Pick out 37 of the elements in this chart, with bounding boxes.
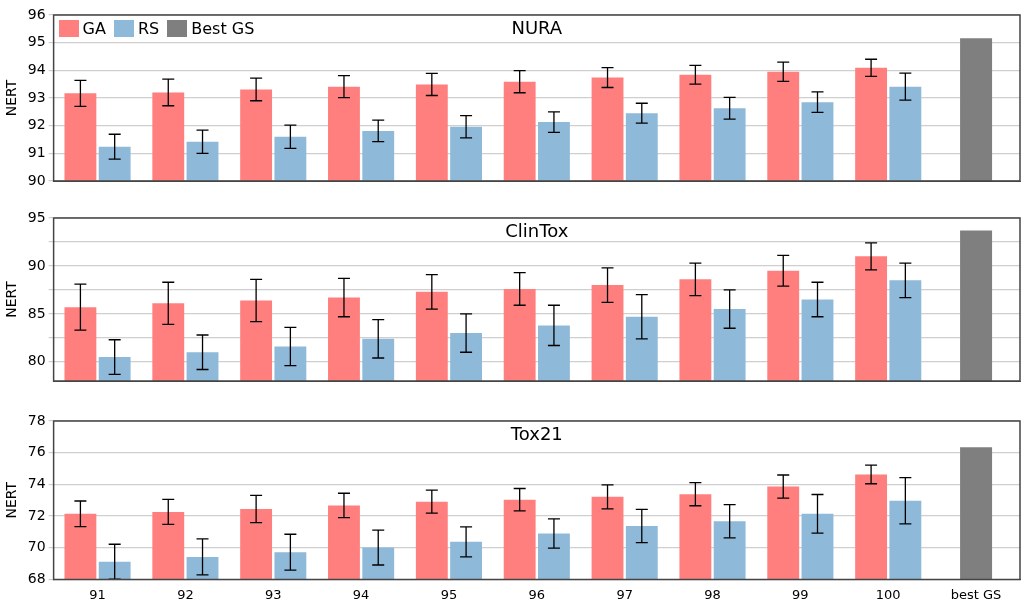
y-tick-label: 90 — [27, 171, 46, 188]
y-tick-label: 95 — [27, 33, 46, 50]
y-axis-title: NERT — [3, 280, 20, 318]
x-tick-label: 91 — [89, 586, 106, 602]
chart-title: Tox21 — [509, 422, 563, 444]
y-tick-label: 70 — [27, 538, 46, 555]
y-tick-label: 92 — [27, 116, 46, 133]
x-tick-label: 95 — [440, 586, 458, 602]
chart-title: NURA — [511, 16, 563, 38]
x-tick-label: 92 — [177, 586, 194, 602]
y-tick-label: 93 — [27, 88, 46, 105]
x-tick-label: 98 — [704, 586, 721, 602]
y-tick-label: 72 — [27, 506, 46, 523]
y-tick-label: 80 — [27, 352, 46, 369]
x-tick-label: best GS — [950, 586, 1002, 602]
x-tick-label: 93 — [264, 586, 282, 602]
y-tick-label: 78 — [27, 411, 46, 428]
legend-label: RS — [137, 19, 160, 38]
x-tick-label: 96 — [528, 586, 546, 602]
y-tick-label: 68 — [27, 570, 46, 587]
chart-title: ClinTox — [505, 219, 569, 241]
y-tick-label: 95 — [27, 208, 46, 225]
y-tick-label: 74 — [27, 475, 46, 491]
x-tick-label: 97 — [616, 586, 633, 602]
x-tick-label: 100 — [875, 586, 901, 602]
x-tick-label: 99 — [792, 586, 809, 602]
y-axis-title: NERT — [3, 79, 20, 117]
x-tick-label: 94 — [352, 586, 370, 602]
y-tick-label: 90 — [27, 256, 46, 273]
y-tick-label: 94 — [27, 60, 46, 77]
y-tick-label: 85 — [27, 304, 46, 321]
legend-label: GA — [82, 19, 106, 38]
y-tick-label: 96 — [27, 5, 46, 22]
y-tick-label: 91 — [27, 143, 46, 160]
y-axis-title: NERT — [3, 481, 20, 519]
legend-label: Best GS — [191, 19, 255, 38]
y-tick-label: 76 — [27, 443, 46, 460]
